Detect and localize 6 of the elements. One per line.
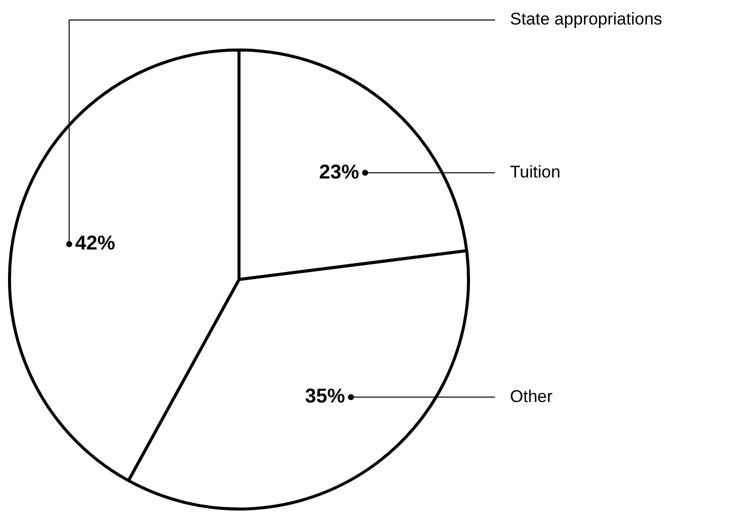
- slice-label: Other: [510, 386, 553, 406]
- slice-label: Tuition: [510, 162, 560, 182]
- data-label: 42%: [75, 232, 116, 255]
- slice-label: State appropriations: [510, 10, 662, 29]
- data-label: 35%: [304, 386, 346, 408]
- data-label: 23%: [319, 161, 360, 184]
